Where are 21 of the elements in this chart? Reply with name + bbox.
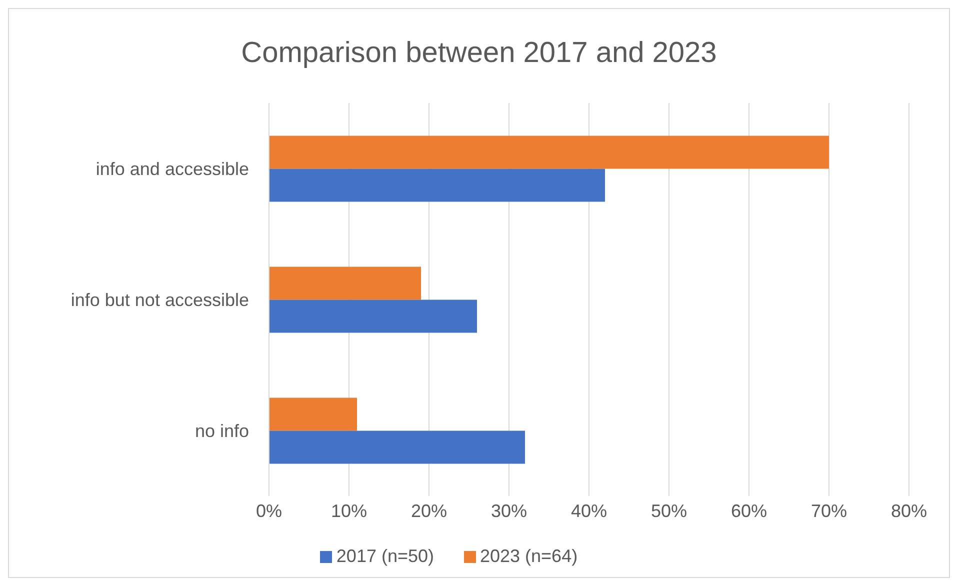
bar bbox=[269, 300, 477, 333]
x-tick-label: 60% bbox=[730, 500, 768, 521]
x-tick-label: 30% bbox=[490, 500, 528, 521]
legend-label: 2017 (n=50) bbox=[336, 546, 434, 566]
legend-label: 2023 (n=64) bbox=[480, 546, 578, 566]
bar bbox=[269, 168, 605, 202]
x-tick-label: 80% bbox=[890, 500, 928, 521]
x-tick-label: 0% bbox=[256, 500, 282, 521]
x-tick-label: 20% bbox=[410, 500, 448, 521]
chart-title: Comparison between 2017 and 2023 bbox=[240, 36, 718, 71]
x-tick-label: 10% bbox=[330, 500, 368, 521]
bar bbox=[269, 398, 357, 431]
bar bbox=[269, 136, 829, 169]
y-tick-label: info but not accessible bbox=[70, 290, 249, 310]
bar bbox=[269, 430, 525, 464]
x-tick-label: 50% bbox=[650, 500, 688, 521]
y-tick-label: info and accessible bbox=[96, 158, 249, 179]
x-tick-label: 40% bbox=[570, 500, 608, 521]
x-tick-label: 70% bbox=[810, 500, 848, 521]
y-tick-label: no info bbox=[194, 420, 249, 441]
bar bbox=[269, 266, 421, 300]
